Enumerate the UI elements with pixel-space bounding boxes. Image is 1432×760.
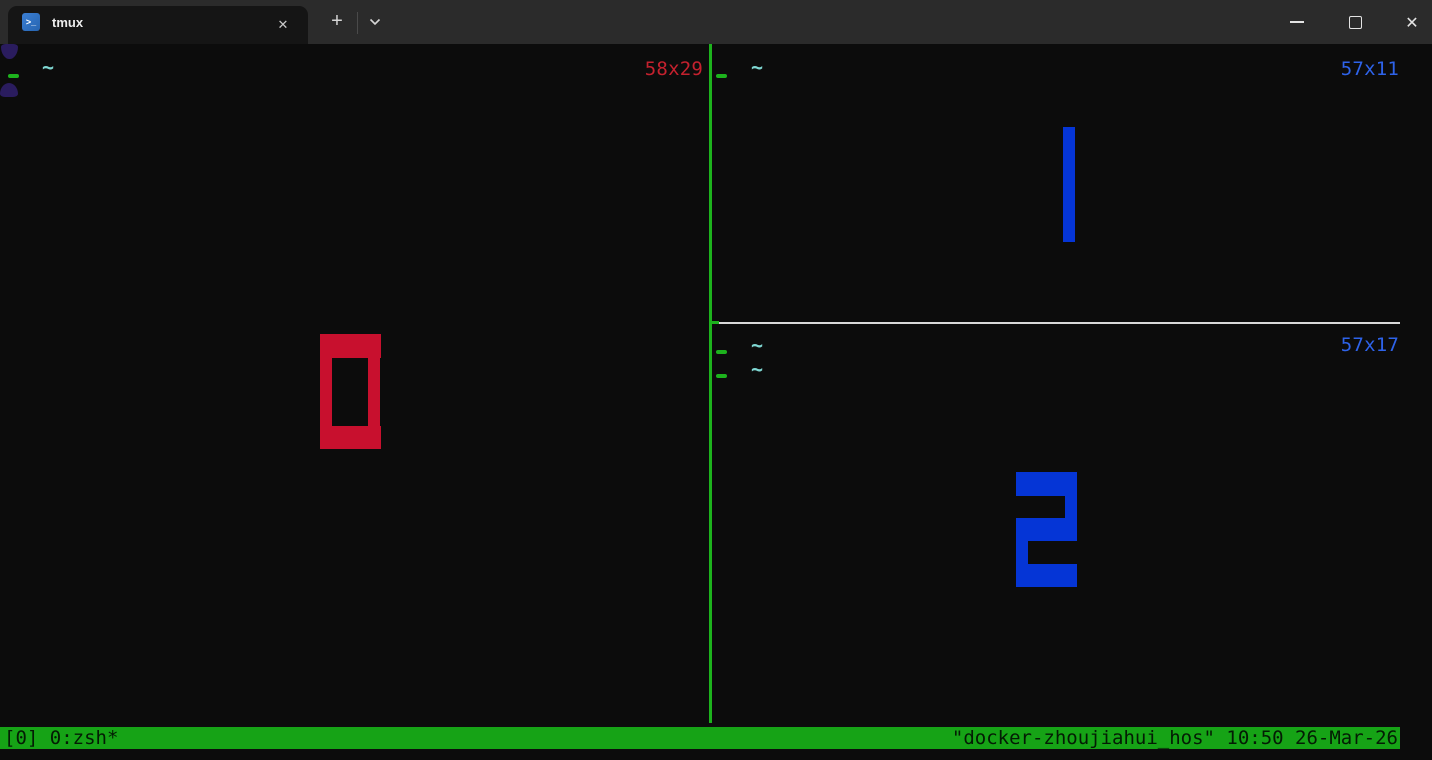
chevron-down-icon: [369, 18, 381, 26]
minimize-icon: [1290, 21, 1304, 23]
tmux-status-bar: [0] 0:zsh* "docker-zhoujiahui_hos" 10:50…: [0, 727, 1400, 749]
prompt-dash-icon: [716, 350, 727, 354]
tab-close-icon[interactable]: ✕: [277, 17, 289, 32]
maximize-icon: [1348, 15, 1362, 29]
prompt-dash-icon: [8, 74, 19, 78]
horizontal-pane-divider[interactable]: [719, 321, 1400, 324]
prompt-directory: ~: [751, 357, 764, 381]
close-button[interactable]: ✕: [1405, 12, 1419, 32]
pane-size-indicator: 58x29: [644, 58, 703, 80]
tab-title: tmux: [52, 15, 84, 30]
new-tab-button[interactable]: +: [331, 10, 343, 32]
pane-size-indicator: 57x11: [1340, 58, 1399, 80]
tab-dropdown-button[interactable]: [362, 10, 388, 34]
prompt-directory: ~: [751, 333, 764, 357]
status-session-window: [0] 0:zsh*: [4, 727, 119, 749]
pane-size-indicator: 57x17: [1340, 334, 1399, 356]
title-bar: >_ tmux ✕ + ✕: [0, 0, 1432, 44]
tabbar-divider: [357, 12, 358, 34]
prompt-glyph-icon: [1, 44, 18, 59]
prompt-dash-icon: [716, 374, 727, 378]
tab-tmux[interactable]: >_ tmux ✕: [8, 6, 308, 44]
vertical-pane-divider[interactable]: [709, 44, 712, 723]
prompt-glyph-icon: [0, 83, 18, 97]
minimize-button[interactable]: [1274, 0, 1320, 44]
powershell-icon: >_: [22, 13, 40, 31]
terminal-content: ~ 58x29 ~ 57x11 ~ ~ 57x17 [0] 0:z: [0, 44, 1432, 760]
prompt-directory: ~: [751, 55, 764, 79]
prompt-directory: ~: [42, 55, 55, 79]
maximize-button[interactable]: [1332, 0, 1378, 44]
prompt-dash-icon: [716, 74, 727, 78]
status-host-clock: "docker-zhoujiahui_hos" 10:50 26-Mar-26: [951, 727, 1398, 749]
divider-junction: [709, 321, 719, 324]
